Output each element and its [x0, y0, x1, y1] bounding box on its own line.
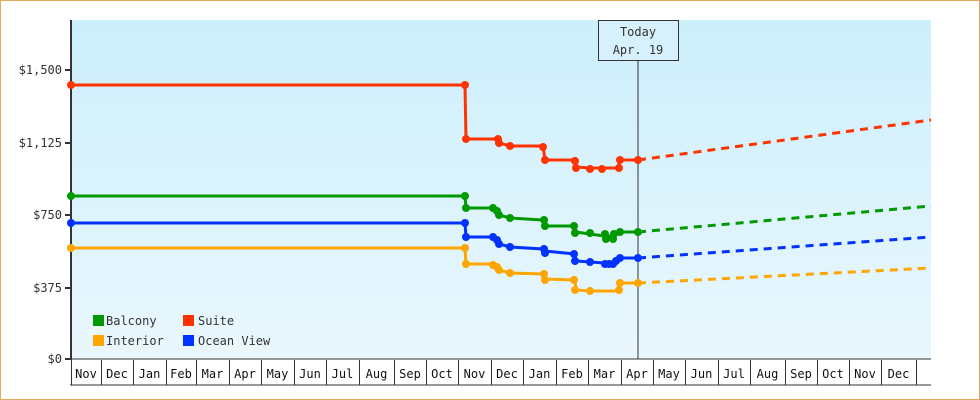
- legend-item-interior[interactable]: Interior: [93, 334, 164, 348]
- month-tick-label: Feb: [170, 367, 192, 381]
- month-tick-label: Aug: [757, 367, 779, 381]
- month-tick-label: Mar: [202, 367, 224, 381]
- month-tick-label: Nov: [464, 367, 486, 381]
- legend-label: Balcony: [106, 314, 157, 328]
- y-tick-label: $750: [33, 208, 62, 222]
- y-tick-label: $1,125: [19, 136, 62, 150]
- month-tick-label: Oct: [822, 367, 844, 381]
- month-tick-label: Aug: [366, 367, 388, 381]
- legend-label: Ocean View: [198, 334, 271, 348]
- y-tick-label: $0: [48, 352, 62, 366]
- month-tick-label: Dec: [496, 367, 518, 381]
- series-ocean-view: [67, 219, 932, 268]
- today-marker: Today Apr. 19: [598, 20, 679, 359]
- month-tick-label: Sep: [399, 367, 421, 381]
- legend-swatch: [183, 335, 194, 346]
- y-tick-label: $1,500: [19, 63, 62, 77]
- today-label: Today: [620, 25, 656, 39]
- month-tick-label: May: [267, 367, 289, 381]
- month-tick-label: Jul: [723, 367, 745, 381]
- month-tick-label: Jun: [691, 367, 713, 381]
- series-suite: [67, 81, 932, 173]
- legend-item-balcony[interactable]: Balcony: [93, 314, 157, 328]
- month-tick-label: Oct: [431, 367, 453, 381]
- series-interior: [67, 244, 932, 295]
- legend-swatch: [93, 335, 104, 346]
- month-tick-label: Sep: [790, 367, 812, 381]
- month-tick-label: Feb: [561, 367, 583, 381]
- month-tick-label: Mar: [594, 367, 616, 381]
- month-tick-label: Jan: [529, 367, 551, 381]
- month-tick-label: Nov: [854, 367, 876, 381]
- month-tick-label: Apr: [234, 367, 256, 381]
- legend-label: Interior: [106, 334, 164, 348]
- legend-item-suite[interactable]: Suite: [183, 314, 234, 328]
- month-tick-label: Apr: [626, 367, 648, 381]
- legend-swatch: [93, 315, 104, 326]
- series-layer: [67, 81, 932, 295]
- month-axis: Nov Dec Jan Feb Mar Apr May Jun Jul Aug Sep Oct Nov D…: [70, 360, 931, 386]
- month-tick-label: Nov: [75, 367, 97, 381]
- series-balcony: [67, 192, 932, 243]
- legend-swatch: [183, 315, 194, 326]
- legend-item-ocean-view[interactable]: Ocean View: [183, 334, 271, 348]
- month-tick-label: Jul: [332, 367, 354, 381]
- y-ticks: $1,500 $1,125 $750 $375 $0: [19, 63, 71, 366]
- month-tick-label: Dec: [106, 367, 128, 381]
- month-tick-label: Jun: [299, 367, 321, 381]
- today-date: Apr. 19: [613, 43, 664, 57]
- legend: Balcony Suite Interior Ocean View: [93, 314, 271, 348]
- legend-label: Suite: [198, 314, 234, 328]
- month-tick-label: May: [658, 367, 680, 381]
- month-tick-label: Jan: [139, 367, 161, 381]
- month-tick-label: Dec: [888, 367, 910, 381]
- plot-area: [71, 20, 931, 359]
- y-tick-label: $375: [33, 281, 62, 295]
